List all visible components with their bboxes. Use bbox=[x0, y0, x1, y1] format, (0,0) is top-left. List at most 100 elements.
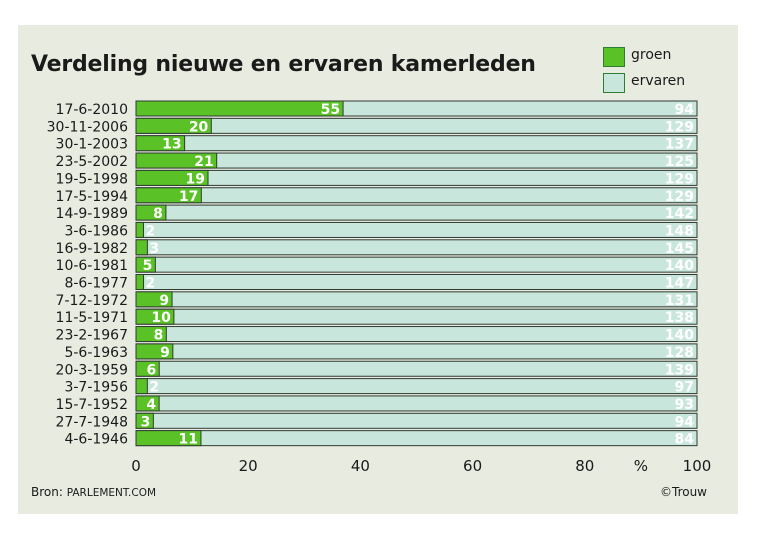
value-label-ervaren: 142 bbox=[665, 206, 694, 222]
bar-ervaren bbox=[135, 343, 698, 360]
category-label: 3-6-1986 bbox=[64, 223, 128, 239]
value-label-groen: 8 bbox=[153, 206, 163, 222]
bar-groen bbox=[135, 326, 167, 343]
bar-groen bbox=[135, 239, 148, 256]
value-label-groen: 11 bbox=[178, 432, 197, 448]
value-label-groen: 3 bbox=[149, 241, 159, 257]
category-label: 17-6-2010 bbox=[56, 102, 128, 118]
value-label-groen: 2 bbox=[146, 276, 156, 292]
value-label-groen: 4 bbox=[146, 397, 156, 413]
x-tick-label: 60 bbox=[463, 457, 482, 475]
x-unit-label: % bbox=[634, 457, 648, 475]
category-label: 11-5-1971 bbox=[56, 310, 128, 326]
legend-label-groen: groen bbox=[631, 47, 672, 63]
value-label-ervaren: 93 bbox=[675, 397, 694, 413]
x-tick-label: 40 bbox=[351, 457, 370, 475]
bar-ervaren bbox=[135, 274, 698, 290]
value-label-ervaren: 148 bbox=[665, 223, 694, 239]
value-label-groen: 9 bbox=[159, 293, 169, 309]
value-label-ervaren: 140 bbox=[665, 258, 694, 274]
source-prefix: Bron: bbox=[31, 485, 67, 499]
bar-groen bbox=[135, 291, 173, 308]
value-label-ervaren: 131 bbox=[665, 293, 694, 309]
bar-groen bbox=[135, 412, 154, 429]
bar-groen bbox=[135, 135, 186, 152]
category-label: 4-6-1946 bbox=[64, 432, 128, 448]
value-label-groen: 55 bbox=[321, 102, 340, 118]
bar-ervaren bbox=[135, 204, 698, 221]
chart-title: Verdeling nieuwe en ervaren kamerleden bbox=[31, 52, 536, 77]
value-label-ervaren: 84 bbox=[675, 432, 695, 448]
value-label-groen: 3 bbox=[141, 414, 151, 430]
value-label-ervaren: 139 bbox=[665, 362, 694, 378]
category-label: 16-9-1982 bbox=[56, 241, 128, 257]
bar-groen bbox=[135, 152, 218, 169]
legend-label-ervaren: ervaren bbox=[631, 73, 686, 89]
value-label-ervaren: 97 bbox=[675, 380, 694, 396]
value-label-groen: 6 bbox=[146, 362, 156, 378]
value-label-groen: 2 bbox=[149, 380, 159, 396]
value-label-groen: 19 bbox=[186, 171, 205, 187]
value-label-ervaren: 125 bbox=[665, 154, 694, 170]
value-label-groen: 21 bbox=[194, 154, 213, 170]
value-label-groen: 17 bbox=[179, 189, 198, 205]
value-label-groen: 2 bbox=[145, 223, 155, 239]
bar-groen bbox=[135, 221, 144, 238]
value-label-ervaren: 94 bbox=[675, 102, 695, 118]
category-label: 27-7-1948 bbox=[56, 414, 128, 430]
bar-groen bbox=[135, 308, 175, 325]
bar-ervaren bbox=[135, 169, 698, 186]
bar-ervaren bbox=[135, 239, 698, 256]
bar-groen bbox=[135, 256, 156, 273]
category-label: 30-1-2003 bbox=[56, 137, 128, 153]
bar-ervaren bbox=[135, 221, 698, 238]
value-label-ervaren: 129 bbox=[665, 171, 694, 187]
category-label: 5-6-1963 bbox=[64, 345, 128, 361]
category-label: 23-2-1967 bbox=[56, 328, 128, 344]
category-label: 30-11-2006 bbox=[47, 119, 128, 135]
category-label: 14-9-1989 bbox=[56, 206, 128, 222]
value-label-ervaren: 129 bbox=[665, 189, 694, 205]
bar-groen bbox=[135, 378, 148, 395]
bar-ervaren bbox=[135, 135, 698, 152]
value-label-ervaren: 128 bbox=[665, 345, 694, 361]
category-label: 19-5-1998 bbox=[56, 171, 128, 187]
category-label: 10-6-1981 bbox=[56, 258, 128, 274]
value-label-ervaren: 145 bbox=[665, 241, 694, 257]
legend-swatch-ervaren bbox=[603, 73, 625, 93]
bar-ervaren bbox=[135, 291, 698, 308]
bar-ervaren bbox=[135, 117, 698, 134]
x-tick-label: 100 bbox=[683, 457, 712, 475]
category-label: 8-6-1977 bbox=[64, 276, 128, 292]
value-label-groen: 5 bbox=[143, 258, 153, 274]
value-label-ervaren: 129 bbox=[665, 119, 694, 135]
bar-ervaren bbox=[135, 395, 698, 412]
source-note: Bron: PARLEMENT.COM bbox=[31, 485, 156, 499]
legend-swatch-groen bbox=[603, 47, 625, 67]
bar-groen bbox=[135, 274, 145, 290]
bar-groen bbox=[135, 343, 174, 360]
bar-groen bbox=[135, 395, 160, 412]
category-label: 3-7-1956 bbox=[64, 380, 128, 396]
x-tick-label: 20 bbox=[239, 457, 258, 475]
category-label: 23-5-2002 bbox=[56, 154, 128, 170]
bar-ervaren bbox=[135, 430, 698, 447]
category-label: 7-12-1972 bbox=[56, 293, 128, 309]
category-label: 20-3-1959 bbox=[56, 362, 128, 378]
value-label-groen: 20 bbox=[189, 119, 209, 135]
bar-groen bbox=[135, 187, 202, 204]
bar-ervaren bbox=[135, 360, 698, 377]
category-label: 17-5-1994 bbox=[56, 189, 129, 205]
value-label-ervaren: 94 bbox=[675, 414, 695, 430]
value-label-ervaren: 147 bbox=[665, 276, 694, 292]
value-label-groen: 8 bbox=[154, 328, 164, 344]
bar-ervaren bbox=[135, 308, 698, 325]
bar-ervaren bbox=[135, 378, 698, 395]
bar-groen bbox=[135, 204, 167, 221]
value-label-groen: 9 bbox=[160, 345, 170, 361]
value-label-ervaren: 140 bbox=[665, 328, 694, 344]
bar-groen bbox=[135, 169, 209, 186]
bar-ervaren bbox=[135, 326, 698, 343]
x-tick-label: 0 bbox=[131, 457, 141, 475]
